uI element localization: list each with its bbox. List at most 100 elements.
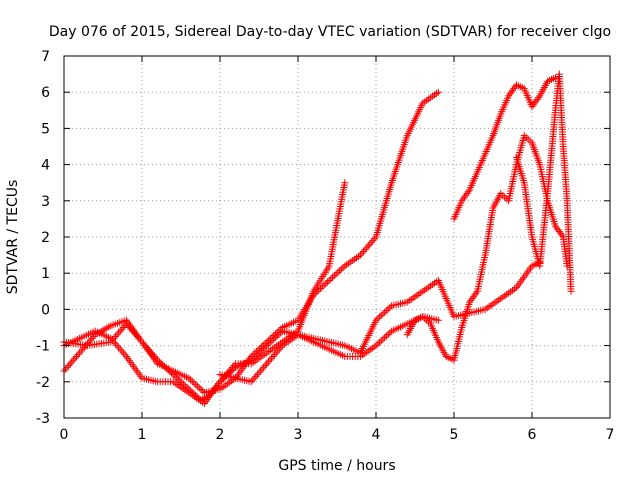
data-point — [320, 281, 328, 289]
data-point — [329, 273, 337, 281]
data-point — [310, 291, 318, 299]
data-point — [192, 381, 200, 389]
series-prn-track-c — [60, 88, 442, 397]
series-prn-track-e — [403, 132, 571, 364]
data-point — [266, 356, 274, 364]
series-prn-track-g — [512, 70, 575, 295]
data-point — [274, 347, 282, 355]
data-point — [247, 378, 255, 386]
x-tick-label: 7 — [606, 427, 615, 443]
data-point — [311, 289, 319, 297]
data-point — [275, 345, 283, 353]
data-point — [459, 195, 467, 203]
data-point — [270, 332, 278, 340]
data-point — [135, 334, 143, 342]
data-point — [381, 334, 389, 342]
data-point — [434, 88, 442, 96]
data-point — [174, 375, 182, 383]
data-point — [363, 244, 371, 252]
data-point — [382, 332, 390, 340]
x-axis-label: GPS time / hours — [278, 458, 395, 474]
data-point — [372, 316, 380, 324]
data-point — [65, 362, 73, 370]
data-point — [258, 343, 266, 351]
data-point — [263, 338, 271, 346]
data-point — [122, 320, 130, 328]
data-point — [199, 387, 207, 395]
data-point — [266, 335, 274, 343]
data-point — [384, 305, 392, 313]
data-point — [267, 354, 275, 362]
data-point — [247, 352, 255, 360]
data-point — [356, 251, 364, 259]
x-tick-label: 1 — [138, 427, 147, 443]
data-point — [558, 231, 566, 239]
data-point — [464, 188, 472, 196]
data-point — [555, 228, 563, 236]
data-point — [277, 343, 285, 351]
data-point — [507, 88, 515, 96]
data-point — [88, 334, 96, 342]
data-point — [228, 363, 236, 371]
data-point — [115, 329, 123, 337]
x-tick-label: 5 — [450, 427, 459, 443]
data-point — [381, 308, 389, 316]
data-point — [216, 378, 224, 386]
data-point — [318, 283, 326, 291]
data-point — [386, 329, 394, 337]
data-point — [227, 365, 235, 373]
y-tick-label: 6 — [41, 85, 50, 101]
data-point — [119, 349, 127, 357]
data-point — [257, 367, 265, 375]
data-point — [188, 377, 196, 385]
data-point — [118, 347, 126, 355]
data-point — [375, 313, 383, 321]
data-point — [529, 101, 537, 109]
data-point — [337, 265, 345, 273]
data-point — [69, 356, 77, 364]
data-point — [531, 99, 539, 107]
data-point — [197, 385, 205, 393]
data-point — [129, 327, 137, 335]
data-point — [74, 351, 82, 359]
data-point — [264, 358, 272, 366]
data-point — [277, 325, 285, 333]
chart-title: Day 076 of 2015, Sidereal Day-to-day VTE… — [49, 24, 611, 40]
y-tick-label: 3 — [41, 194, 50, 210]
data-point — [111, 340, 119, 348]
data-point — [377, 311, 385, 319]
data-point — [551, 222, 559, 230]
data-point — [62, 365, 70, 373]
data-point — [269, 352, 277, 360]
x-tick-label: 6 — [528, 427, 537, 443]
data-point — [111, 333, 119, 341]
data-point — [127, 325, 135, 333]
x-tick-label: 3 — [294, 427, 303, 443]
data-point — [272, 349, 280, 357]
data-point — [193, 382, 201, 390]
data-point — [218, 376, 226, 384]
y-tick-label: -1 — [36, 339, 50, 355]
series-prn-track-b — [60, 179, 349, 408]
data-point — [250, 374, 258, 382]
data-point — [116, 327, 124, 335]
data-point — [317, 284, 325, 292]
data-point — [256, 344, 264, 352]
data-point — [275, 327, 283, 335]
data-point — [224, 369, 232, 377]
data-point — [251, 349, 259, 357]
data-point — [341, 179, 349, 187]
data-point — [72, 352, 80, 360]
data-point — [367, 238, 375, 246]
data-point — [115, 343, 123, 351]
y-tick-label: 2 — [41, 230, 50, 246]
data-point — [187, 376, 195, 384]
data-point — [386, 303, 394, 311]
data-point — [377, 337, 385, 345]
data-point — [185, 374, 193, 382]
data-point — [471, 291, 479, 299]
data-point — [313, 288, 321, 296]
data-point — [258, 365, 266, 373]
data-point — [113, 342, 121, 350]
data-point — [361, 246, 369, 254]
